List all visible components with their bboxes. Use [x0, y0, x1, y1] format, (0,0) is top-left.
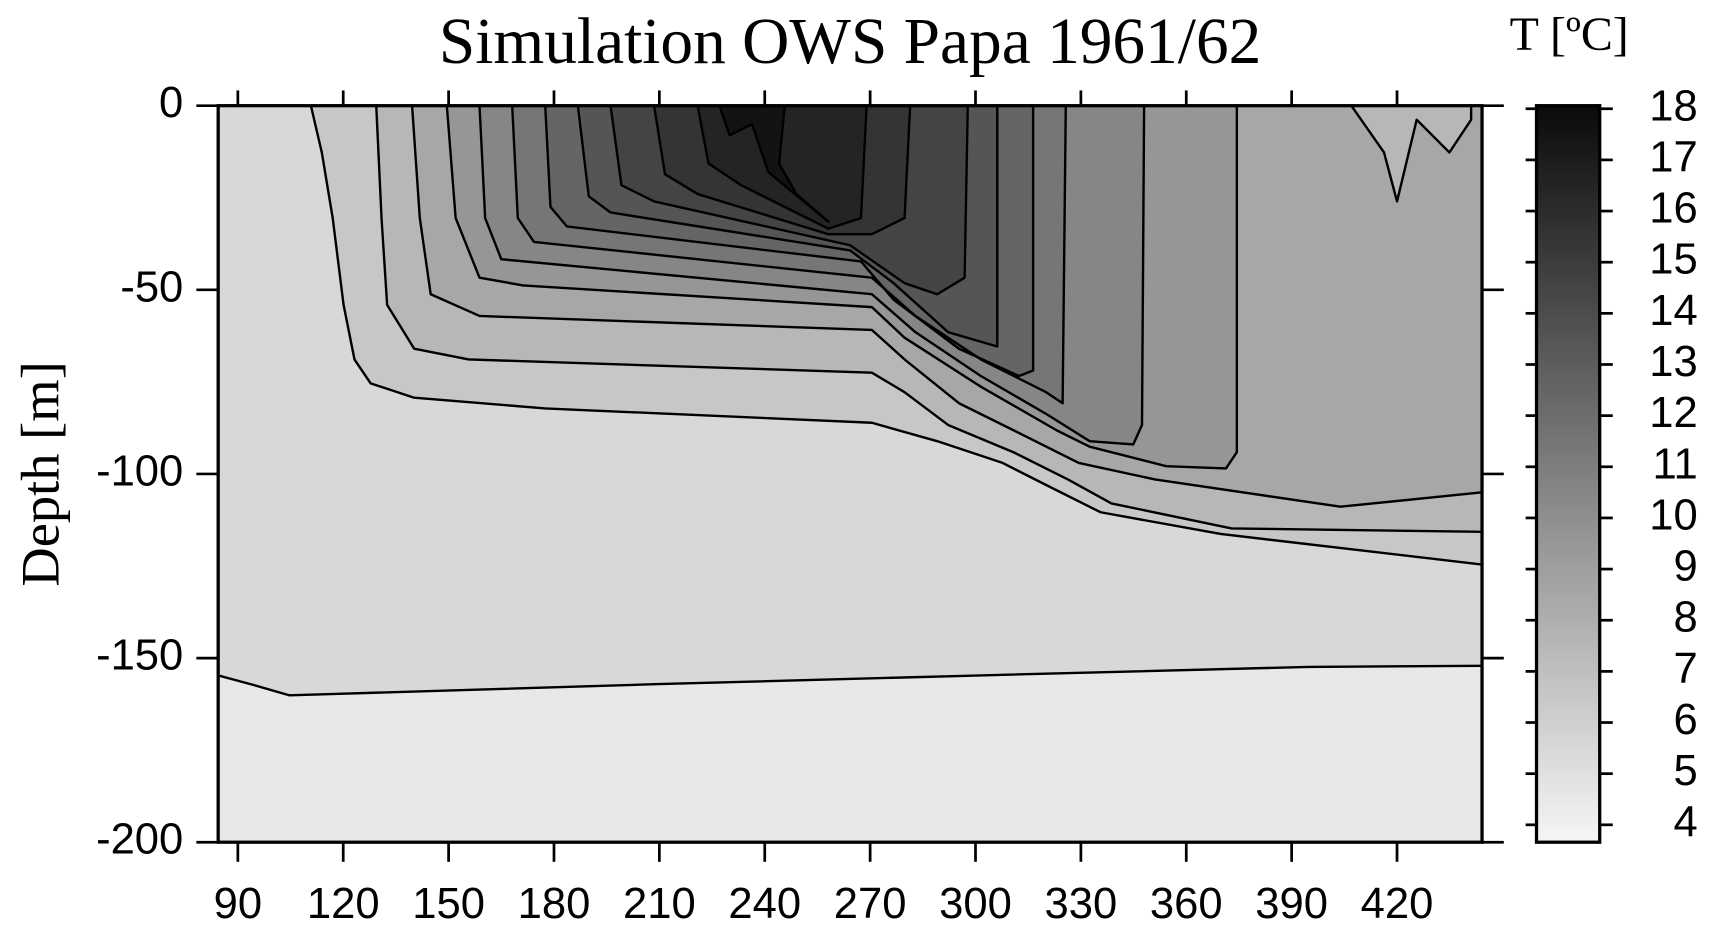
x-tick-label: 90: [214, 880, 262, 928]
x-tick-label: 240: [728, 880, 801, 928]
colorbar-tick-label: 12: [1649, 389, 1697, 437]
contour-fill: [719, 105, 829, 222]
contour-fill: [1351, 105, 1472, 202]
chart-title: Simulation OWS Papa 1961/62: [439, 6, 1261, 78]
x-tick-label: 120: [307, 880, 380, 928]
contour-line: [445, 105, 1239, 470]
colorbar: [1534, 104, 1602, 844]
colorbar-tick-label: 8: [1674, 594, 1698, 642]
contour-line: [410, 105, 1483, 508]
colorbar-tick-label: 10: [1649, 491, 1697, 539]
contour-line: [375, 105, 1483, 533]
y-axis-label: Depth [m]: [10, 361, 71, 586]
colorbar-tick-label: 6: [1674, 696, 1698, 744]
x-tick-label: 420: [1361, 880, 1434, 928]
colorbar-tick-label: 14: [1649, 287, 1697, 335]
contour-lines: [218, 105, 1483, 697]
colorbar-label: T [ºC]: [1510, 8, 1629, 61]
x-tick-label: 180: [518, 880, 591, 928]
x-tick-label: 360: [1150, 880, 1223, 928]
x-tick-label: 270: [834, 880, 907, 928]
x-tick-label: 210: [623, 880, 696, 928]
y-tick-label: -100: [96, 447, 183, 495]
x-tick-label: 390: [1255, 880, 1328, 928]
colorbar-tick-label: 11: [1653, 440, 1698, 488]
contour-line: [218, 664, 1483, 697]
y-tick-label: 0: [159, 79, 183, 127]
x-tick-label: 330: [1045, 880, 1118, 928]
colorbar-tick-label: 13: [1649, 338, 1697, 386]
y-tick-label: -150: [96, 632, 183, 680]
colorbar-tick-label: 15: [1649, 236, 1697, 284]
contour-line: [718, 105, 830, 223]
colorbar-tick-label: 16: [1649, 185, 1697, 233]
y-tick-label: -200: [96, 816, 183, 864]
colorbar-tick-label: 18: [1649, 82, 1697, 130]
contour-fills: [218, 105, 1483, 843]
contour-line: [609, 105, 969, 296]
contour-line: [696, 105, 868, 230]
colorbar-tick-label: 5: [1674, 747, 1698, 795]
contour-line: [309, 105, 1483, 566]
contour-line: [576, 105, 999, 348]
contour-line: [478, 105, 1146, 446]
colorbar-tick-label: 7: [1674, 645, 1698, 693]
contour-line: [652, 105, 912, 236]
contour-line: [544, 105, 1035, 378]
colorbar-tick-label: 17: [1649, 133, 1697, 181]
contour-line: [1350, 105, 1473, 203]
colorbar-tick-label: 4: [1674, 798, 1698, 846]
y-tick-label: -50: [120, 263, 183, 311]
x-tick-label: 300: [939, 880, 1012, 928]
x-tick-label: 150: [412, 880, 485, 928]
colorbar-tick-label: 9: [1674, 543, 1698, 591]
